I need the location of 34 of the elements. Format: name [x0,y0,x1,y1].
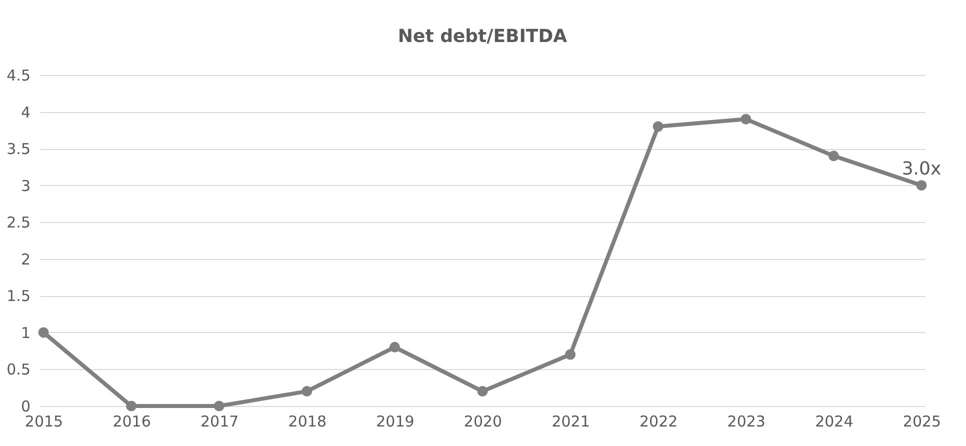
x-tick-label: 2025 [902,412,942,430]
y-tick-label: 2.5 [6,214,30,232]
point [214,400,224,412]
y-tick-label: 1 [20,324,30,342]
y-tick-label: 3 [20,176,30,195]
x-tick-label: 2017 [200,412,239,430]
point [828,150,839,162]
y-tick-label: 0.5 [6,360,30,379]
chart-title: Net debt/EBITDA [398,26,568,47]
y-tick-label: 2 [20,250,30,268]
x-tick-label: 2018 [288,412,326,430]
x-tick-label: 2023 [727,412,766,430]
point [302,386,312,397]
x-tick-label: 2015 [24,412,64,430]
x-tick-label: 2020 [464,412,502,430]
y-tick-label: 3.5 [6,140,30,158]
x-tick-label: 2016 [112,412,151,430]
x-tick-label: 2019 [376,412,414,430]
data-label: 3.0x [902,158,942,180]
point [740,114,752,124]
point [38,327,49,338]
y-tick-label: 0 [20,398,30,416]
x-tick-label: 2024 [815,412,854,430]
point [916,180,927,191]
y-tick-label: 4 [20,103,30,122]
point [389,342,400,352]
y-tick-label: 4.5 [6,66,30,84]
point [126,400,137,412]
x-tick-label: 2022 [640,412,678,430]
point [565,349,576,360]
y-tick-label: 1.5 [6,287,30,306]
point [477,386,488,397]
point [652,121,664,132]
x-tick-label: 2021 [552,412,590,430]
